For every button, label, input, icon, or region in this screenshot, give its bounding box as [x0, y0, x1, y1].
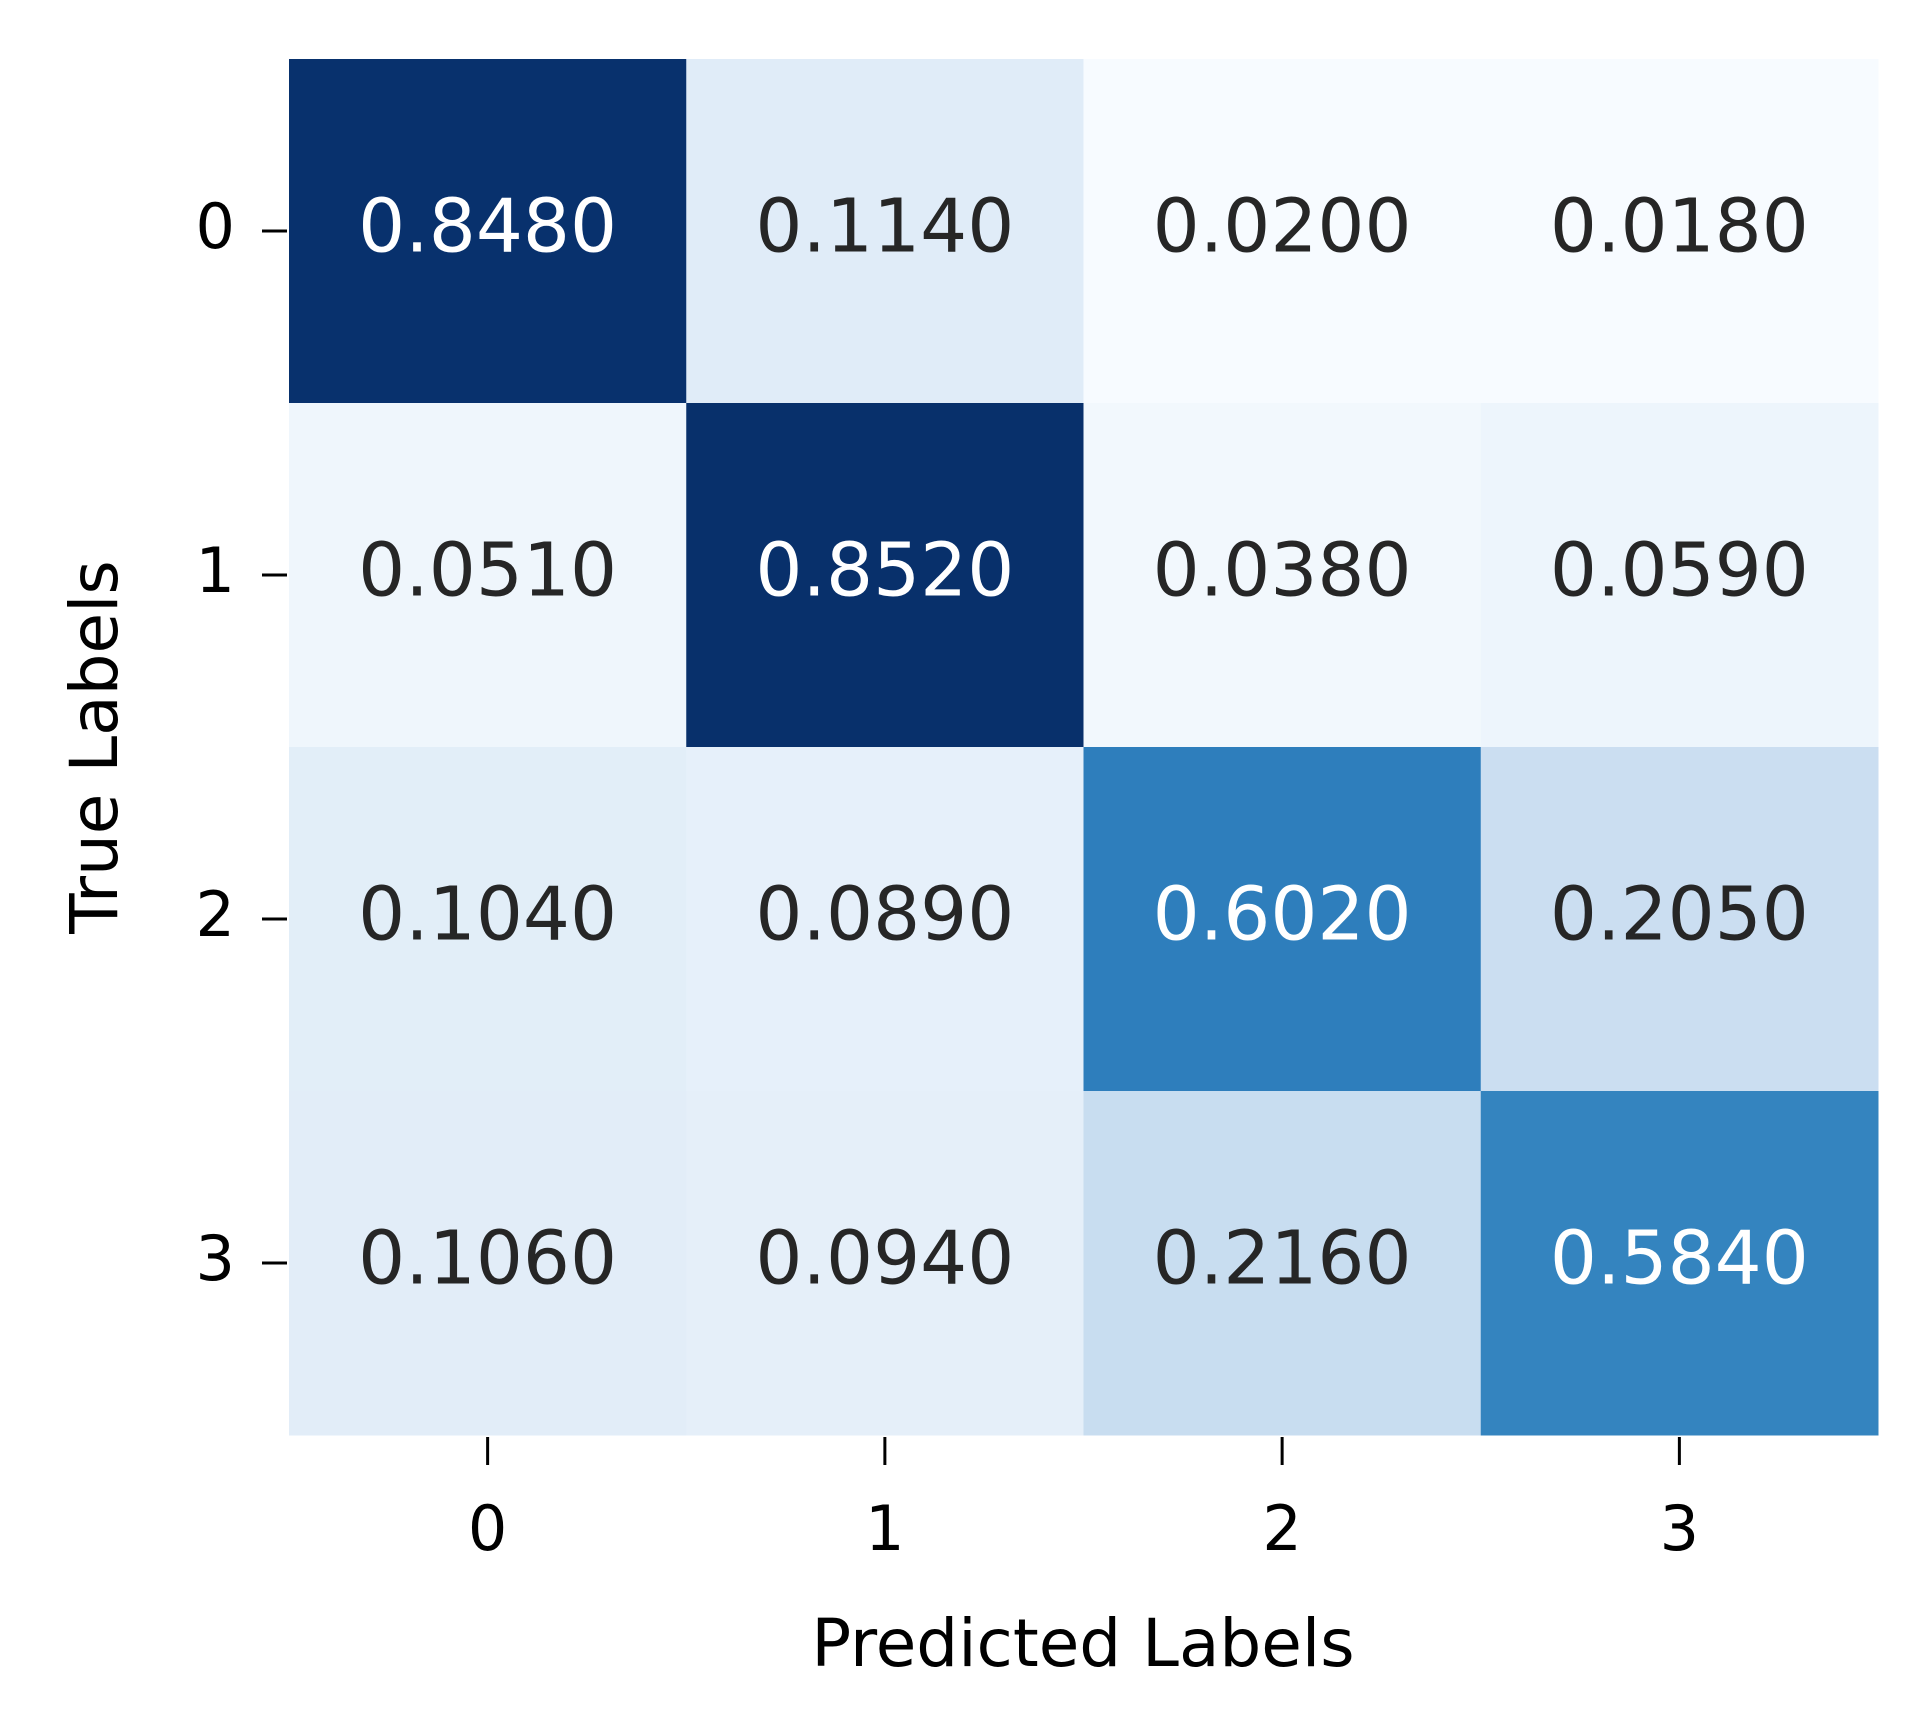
- heatmap-cell: [289, 747, 687, 1092]
- heatmap-cell: [686, 59, 1084, 404]
- heatmap-cell: [289, 1091, 687, 1436]
- cell-label: 0.0200: [1153, 184, 1412, 270]
- heatmap-cell: [686, 747, 1084, 1092]
- x-tick-label: 0: [468, 1492, 507, 1565]
- heatmap-cell: [1083, 403, 1482, 748]
- heatmap-cell: [1083, 747, 1482, 1092]
- cell-label: 0.6020: [1153, 872, 1412, 958]
- x-tick-label: 2: [1262, 1492, 1301, 1565]
- y-tick-label: 2: [196, 878, 235, 951]
- heatmap-cell: [1480, 403, 1879, 748]
- y-axis-label: True Labels: [56, 560, 133, 935]
- cell-label: 0.0510: [358, 528, 617, 614]
- x-tick-label: 1: [865, 1492, 904, 1565]
- heatmap-cell: [1480, 1091, 1879, 1436]
- heatmap-cell: [1480, 747, 1879, 1092]
- cell-label: 0.8520: [755, 528, 1014, 614]
- heatmap-cell: [289, 403, 687, 748]
- cell-label: 0.0940: [755, 1216, 1014, 1302]
- y-tick-label: 1: [196, 534, 235, 607]
- y-tick-label: 3: [196, 1222, 235, 1295]
- y-tick-label: 0: [196, 190, 235, 263]
- cell-label: 0.0380: [1153, 528, 1412, 614]
- heatmap-cell: [289, 59, 687, 404]
- cell-label: 0.0180: [1550, 184, 1809, 270]
- cell-label: 0.1060: [358, 1216, 617, 1302]
- heatmap-cell: [1480, 59, 1879, 404]
- heatmap-cell: [1083, 1091, 1482, 1436]
- x-axis-label: Predicted Labels: [811, 1605, 1354, 1682]
- cell-label: 0.1040: [358, 872, 617, 958]
- cell-label: 0.0590: [1550, 528, 1809, 614]
- cell-label: 0.2160: [1153, 1216, 1412, 1302]
- cell-label: 0.1140: [755, 184, 1014, 270]
- heatmap-cell: [1083, 59, 1482, 404]
- cell-label: 0.5840: [1550, 1216, 1809, 1302]
- x-tick-label: 3: [1660, 1492, 1699, 1565]
- cell-label: 0.2050: [1550, 872, 1809, 958]
- heatmap-cell: [686, 1091, 1084, 1436]
- cell-label: 0.8480: [358, 184, 617, 270]
- heatmap-cell: [686, 403, 1084, 748]
- cell-label: 0.0890: [755, 872, 1014, 958]
